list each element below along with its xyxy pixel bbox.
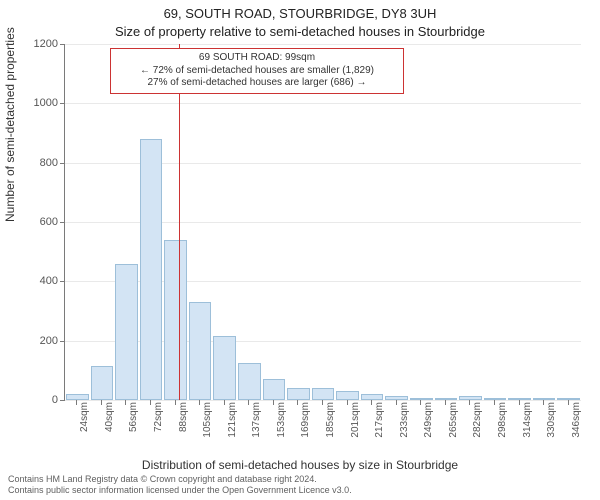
xtick-mark [175,400,176,405]
xtick-label: 298sqm [497,402,508,452]
xtick-label: 217sqm [374,402,385,452]
xtick-label: 24sqm [79,402,90,452]
histogram-bar [508,398,531,400]
histogram-bar [459,396,482,400]
x-axis-title: Distribution of semi-detached houses by … [0,458,600,472]
footer-line1: Contains HM Land Registry data © Crown c… [8,474,317,484]
property-marker-line [179,44,180,400]
xtick-mark [519,400,520,405]
xtick-mark [224,400,225,405]
histogram-bar [189,302,212,400]
histogram-bar [91,366,114,400]
annotation-box: 69 SOUTH ROAD: 99sqm← 72% of semi-detach… [110,48,404,94]
xtick-label: 121sqm [227,402,238,452]
xtick-label: 40sqm [104,402,115,452]
ytick-mark [60,281,65,282]
histogram-bar [238,363,261,400]
chart-title-sub: Size of property relative to semi-detach… [0,24,600,39]
xtick-mark [297,400,298,405]
xtick-mark [199,400,200,405]
xtick-mark [101,400,102,405]
annotation-line2: ← 72% of semi-detached houses are smalle… [117,65,397,78]
xtick-label: 137sqm [251,402,262,452]
xtick-mark [322,400,323,405]
xtick-mark [371,400,372,405]
histogram-plot [64,44,581,401]
histogram-bar [385,396,408,400]
xtick-mark [543,400,544,405]
xtick-label: 72sqm [153,402,164,452]
xtick-mark [273,400,274,405]
histogram-bar [115,264,138,400]
footer-line2: Contains public sector information licen… [8,485,352,495]
gridline [65,103,581,104]
xtick-label: 233sqm [399,402,410,452]
xtick-label: 346sqm [571,402,582,452]
ytick-label: 600 [18,216,58,228]
xtick-label: 185sqm [325,402,336,452]
histogram-bar [287,388,310,400]
footer-attribution: Contains HM Land Registry data © Crown c… [8,474,592,496]
annotation-line3: 27% of semi-detached houses are larger (… [117,77,397,90]
xtick-mark [469,400,470,405]
xtick-mark [445,400,446,405]
ytick-mark [60,341,65,342]
xtick-mark [125,400,126,405]
xtick-label: 265sqm [448,402,459,452]
ytick-label: 0 [18,394,58,406]
gridline [65,44,581,45]
ytick-label: 400 [18,275,58,287]
ytick-mark [60,163,65,164]
xtick-mark [568,400,569,405]
xtick-label: 56sqm [128,402,139,452]
xtick-label: 282sqm [472,402,483,452]
xtick-label: 153sqm [276,402,287,452]
xtick-label: 249sqm [423,402,434,452]
xtick-mark [396,400,397,405]
xtick-mark [76,400,77,405]
histogram-bar [435,398,458,400]
xtick-mark [150,400,151,405]
ytick-label: 200 [18,335,58,347]
xtick-mark [494,400,495,405]
xtick-label: 169sqm [300,402,311,452]
ytick-mark [60,103,65,104]
xtick-label: 88sqm [178,402,189,452]
xtick-label: 201sqm [350,402,361,452]
histogram-bar [336,391,359,400]
xtick-label: 314sqm [522,402,533,452]
xtick-label: 105sqm [202,402,213,452]
ytick-mark [60,222,65,223]
xtick-mark [347,400,348,405]
histogram-bar [213,336,236,400]
gridline [65,400,581,401]
xtick-label: 330sqm [546,402,557,452]
histogram-bar [263,379,286,400]
page-root: 69, SOUTH ROAD, STOURBRIDGE, DY8 3UH Siz… [0,0,600,500]
ytick-mark [60,400,65,401]
histogram-bar [557,398,580,400]
ytick-mark [60,44,65,45]
annotation-line1: 69 SOUTH ROAD: 99sqm [117,52,397,65]
y-axis-title: Number of semi-detached properties [3,27,17,222]
chart-title-main: 69, SOUTH ROAD, STOURBRIDGE, DY8 3UH [0,6,600,21]
histogram-bar [140,139,163,400]
ytick-label: 1200 [18,38,58,50]
xtick-mark [248,400,249,405]
histogram-bar [312,388,335,400]
histogram-bar [164,240,187,400]
ytick-label: 1000 [18,97,58,109]
xtick-mark [420,400,421,405]
ytick-label: 800 [18,157,58,169]
